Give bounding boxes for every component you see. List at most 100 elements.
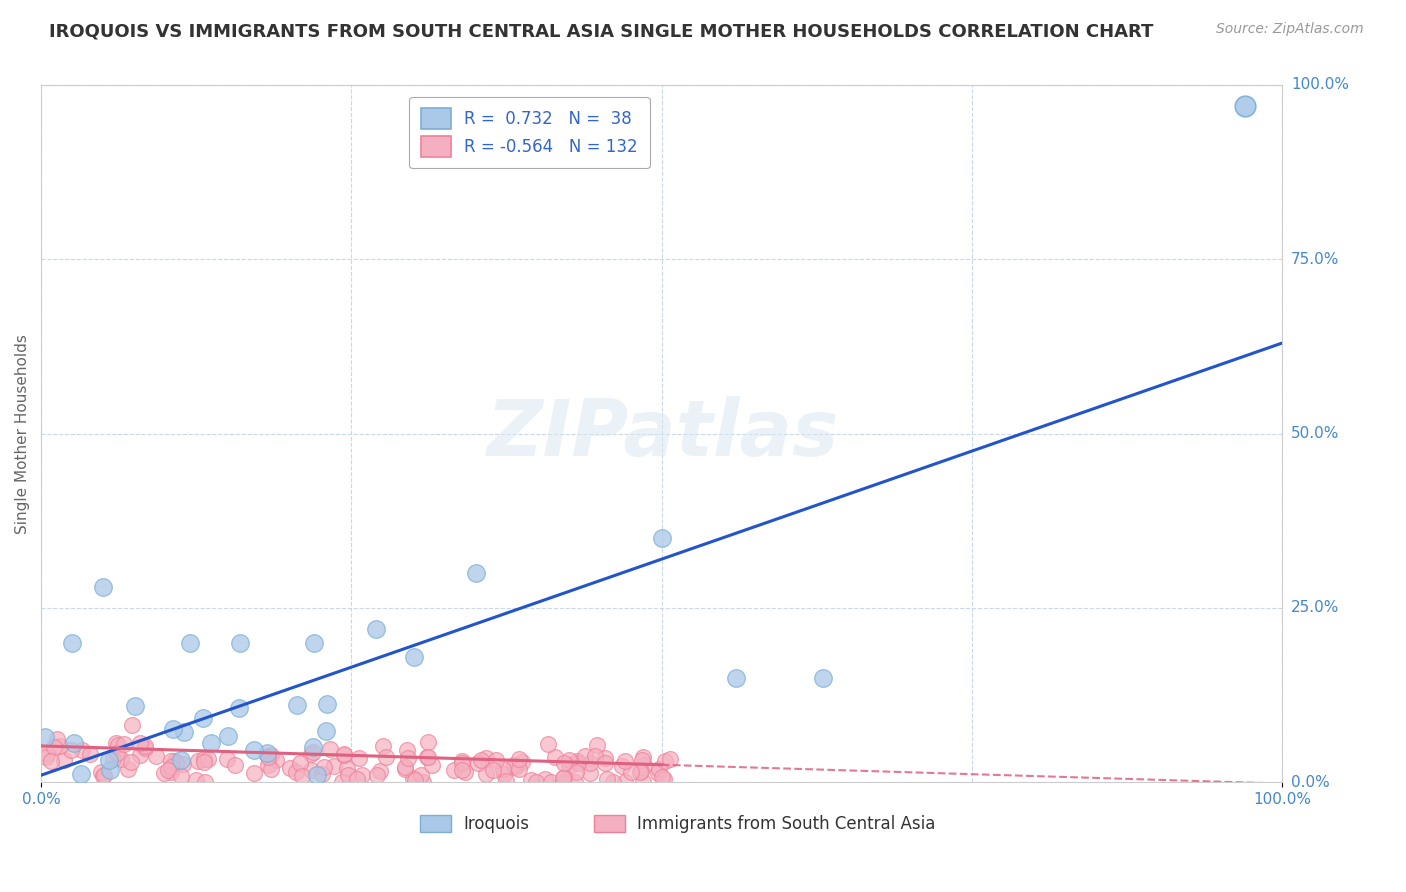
Point [352,768,374,782]
Point [243,765,266,780]
Point [579,756,602,770]
Point [630,764,652,779]
Point [173,724,195,739]
Point [492,762,515,776]
Point [373,739,395,753]
Point [299,763,322,777]
Point [346,772,368,787]
Point [602,775,624,789]
Point [160,759,183,773]
Point [402,772,425,786]
Point [396,751,419,765]
Point [631,775,654,789]
Point [194,775,217,789]
Point [485,753,508,767]
Point [129,748,152,763]
Text: Immigrants from South Central Asia: Immigrants from South Central Asia [637,815,935,833]
Point [193,752,215,766]
Point [285,698,308,712]
Point [631,753,654,767]
Point [534,772,557,787]
Point [492,766,515,780]
Point [160,764,183,779]
Point [163,755,186,769]
Point [330,775,353,789]
Point [191,711,214,725]
Point [228,700,250,714]
Point [612,759,634,773]
Point [91,580,114,594]
Point [593,756,616,771]
Point [288,756,311,770]
Point [59,743,82,757]
Point [39,754,62,768]
Point [647,766,669,780]
Point [349,751,371,765]
Point [46,732,69,747]
Point [596,772,619,786]
Point [524,774,547,789]
Point [179,636,201,650]
Point [91,769,114,783]
Point [217,752,239,766]
Point [256,750,278,764]
Legend: R =  0.732   N =  38, R = -0.564   N = 132: R = 0.732 N = 38, R = -0.564 N = 132 [409,96,650,169]
Point [482,763,505,777]
Text: ZIPatlas: ZIPatlas [485,395,838,472]
FancyBboxPatch shape [593,815,624,832]
Point [79,747,101,761]
Point [110,752,132,766]
Text: IROQUOIS VS IMMIGRANTS FROM SOUTH CENTRAL ASIA SINGLE MOTHER HOUSEHOLDS CORRELAT: IROQUOIS VS IMMIGRANTS FROM SOUTH CENTRA… [49,22,1153,40]
Point [160,754,183,768]
Point [451,754,474,768]
Point [336,761,359,775]
Point [366,622,388,636]
Point [404,773,426,788]
Point [105,746,128,760]
Point [312,760,335,774]
Point [134,740,156,755]
Point [470,753,492,767]
Point [284,764,307,779]
Point [134,739,156,754]
Point [567,754,589,768]
Point [396,743,419,757]
Point [217,729,239,743]
Point [35,747,58,762]
Point [651,770,673,784]
Point [229,636,252,650]
Point [302,636,325,650]
Point [187,754,209,768]
FancyBboxPatch shape [420,815,451,832]
Point [49,739,72,754]
Point [184,773,207,788]
Point [52,754,75,768]
Point [70,742,93,756]
Text: 100.0%: 100.0% [1291,78,1348,93]
Point [553,770,575,784]
Point [394,760,416,774]
Point [420,758,443,772]
Point [117,762,139,776]
Point [120,755,142,769]
Point [299,747,322,762]
Point [124,699,146,714]
Point [224,758,246,772]
Point [567,756,589,771]
Point [374,750,396,764]
Point [553,756,575,770]
Point [112,737,135,751]
Point [811,671,834,685]
Point [412,775,434,789]
Point [418,735,440,749]
Point [553,775,575,789]
Point [416,750,439,764]
Point [633,758,655,772]
Point [402,649,425,664]
Point [128,736,150,750]
Point [34,750,56,764]
Point [502,757,524,772]
Point [60,636,83,650]
Point [537,737,560,751]
Point [443,763,465,777]
